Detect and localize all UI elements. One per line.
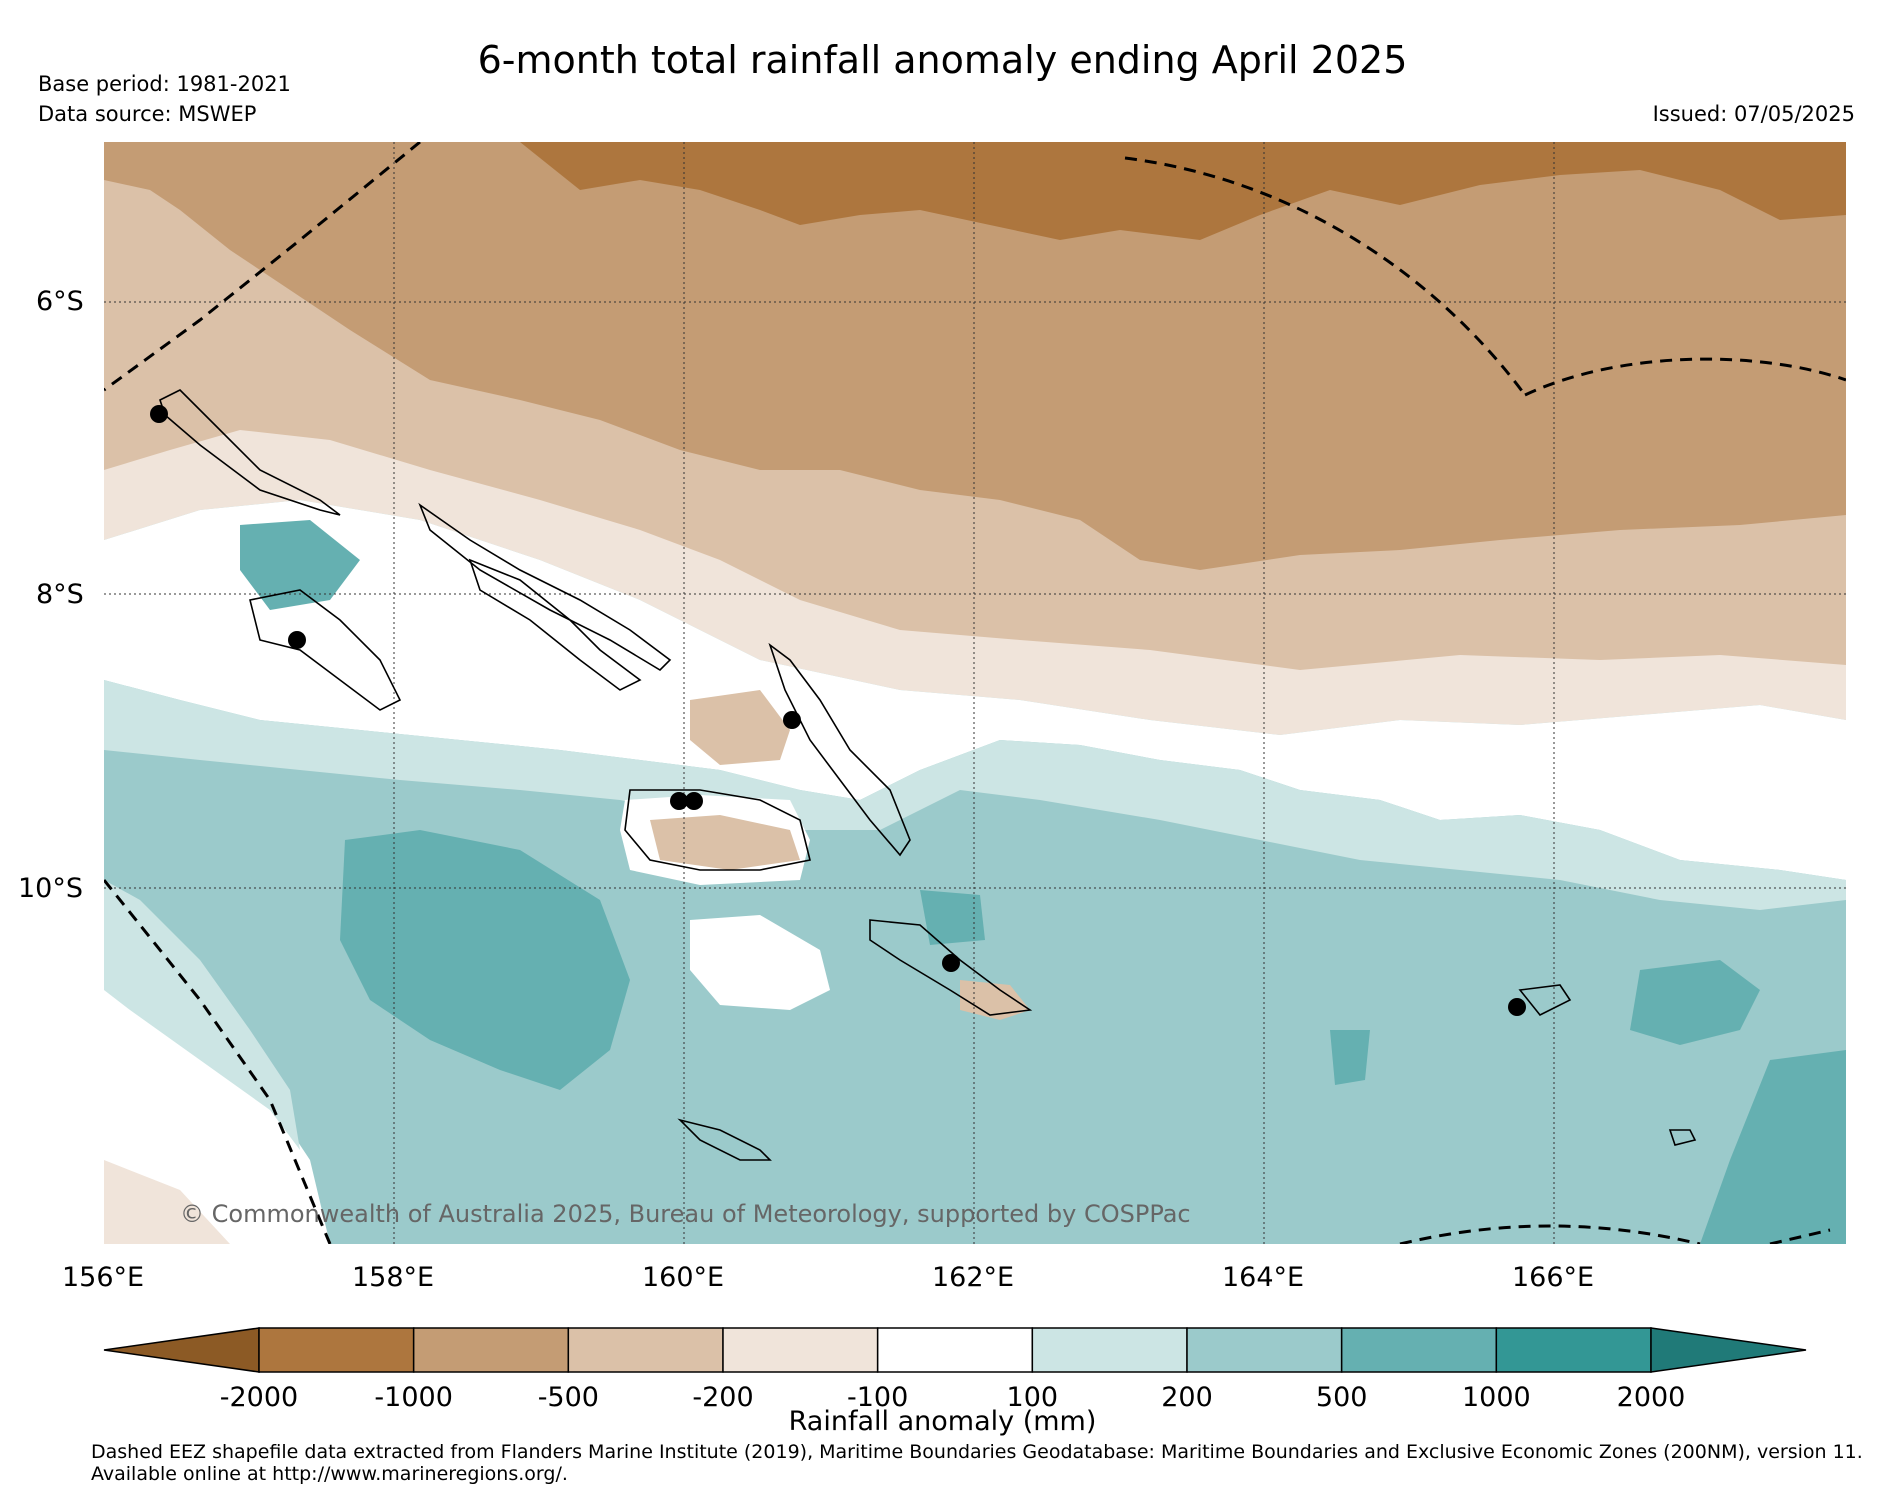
colorbar-tick-label: -500: [538, 1382, 599, 1413]
colorbar-segment: [1340, 1327, 1498, 1373]
map-title: 6-month total rainfall anomaly ending Ap…: [477, 38, 1408, 82]
colorbar-segment: [1186, 1327, 1343, 1373]
colorbar-extend-high: [1650, 1327, 1807, 1373]
colorbar-tick-label: -100: [847, 1382, 908, 1413]
issued-date: Issued: 07/05/2025: [1652, 102, 1855, 126]
colorbar-segment: [722, 1327, 879, 1373]
map-fields: [104, 142, 1846, 1244]
colorbar-tick-label: 500: [1316, 1382, 1368, 1413]
colorbar-tick-label: -2000: [220, 1382, 298, 1413]
data-source: Data source: MSWEP: [38, 102, 257, 126]
colorbar-segment: [1031, 1327, 1188, 1373]
map-gridlines: [104, 142, 1846, 1244]
colorbar-segment: [567, 1327, 724, 1373]
colorbar-ticks: -2000 -1000 -500 -200 -100 100 200 500 1000 2000: [220, 1382, 1686, 1413]
colorbar-segment: [1495, 1327, 1652, 1373]
location-markers: [150, 405, 1526, 1016]
colorbar-segment: [258, 1327, 415, 1373]
colorbar-tick-label: 200: [1161, 1382, 1213, 1413]
colorbar-segment: [412, 1327, 570, 1373]
lat-label-8s: 8°S: [36, 579, 84, 610]
lon-label-166e: 166°E: [1512, 1262, 1594, 1293]
lon-label-156e: 156°E: [62, 1262, 144, 1293]
base-period: Base period: 1981-2021: [38, 72, 291, 96]
footer-line-1: Dashed EEZ shapefile data extracted from…: [91, 1441, 1863, 1463]
lon-label-160e: 160°E: [642, 1262, 724, 1293]
colorbar-segment: [876, 1327, 1034, 1373]
colorbar-tick-label: 2000: [1617, 1382, 1686, 1413]
lat-label-6s: 6°S: [36, 286, 84, 317]
colorbar-tick-label: -200: [692, 1382, 753, 1413]
lon-label-158e: 158°E: [352, 1262, 434, 1293]
colorbar-tick-label: -1000: [374, 1382, 452, 1413]
colorbar: [103, 1327, 1807, 1373]
eez-boundaries: [104, 142, 1846, 1244]
colorbar-extend-low: [103, 1327, 260, 1373]
colorbar-tick-label: 100: [1007, 1382, 1059, 1413]
lat-label-10s: 10°S: [18, 873, 83, 904]
lon-label-164e: 164°E: [1222, 1262, 1304, 1293]
lon-label-162e: 162°E: [932, 1262, 1014, 1293]
footer-line-2: Available online at http://www.marinereg…: [91, 1463, 568, 1485]
colorbar-label: Rainfall anomaly (mm): [788, 1406, 1097, 1437]
colorbar-tick-label: 1000: [1462, 1382, 1531, 1413]
copyright-text: © Commonwealth of Australia 2025, Bureau…: [180, 1200, 1191, 1228]
island-outlines: [159, 389, 1697, 1161]
